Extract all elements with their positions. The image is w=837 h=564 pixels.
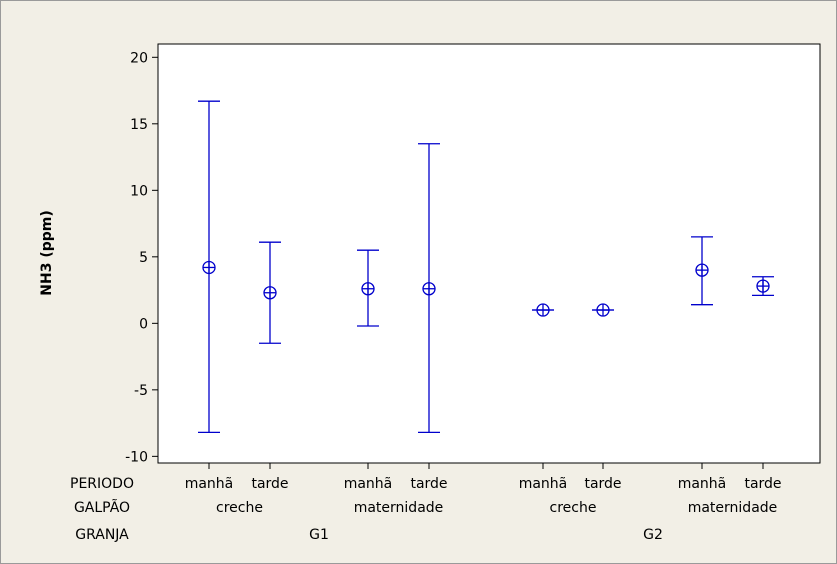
x-axis-labels: manhã tarde manhã tarde manhã tarde manhã tarde…	[185, 463, 782, 543]
interval-1	[198, 100, 220, 434]
row-label-granja: GRANJA	[75, 527, 129, 543]
y-tick-label: 5	[139, 250, 148, 266]
granja-label: G2	[643, 527, 663, 543]
periodo-label: tarde	[251, 476, 288, 492]
interval-4	[418, 143, 440, 434]
granja-label: G1	[309, 527, 329, 543]
interval-3	[357, 249, 379, 327]
periodo-label: manhã	[678, 476, 727, 492]
periodo-label: tarde	[744, 476, 781, 492]
periodo-label: manhã	[519, 476, 568, 492]
y-tick-label: 10	[130, 183, 148, 199]
periodo-label: tarde	[410, 476, 447, 492]
interval-7	[691, 236, 713, 306]
galpao-label: creche	[216, 500, 263, 516]
y-axis-label: NH3 (ppm)	[39, 210, 55, 295]
interval-6	[592, 303, 614, 317]
interval-marks	[198, 100, 774, 434]
interval-5	[532, 303, 554, 317]
y-axis: -10 -5 0 5 10 15 20	[125, 50, 158, 465]
periodo-label: manhã	[344, 476, 393, 492]
galpao-label: maternidade	[688, 500, 778, 516]
interval-2	[259, 241, 281, 344]
interval-8	[752, 276, 774, 297]
galpao-label: maternidade	[354, 500, 444, 516]
y-tick-label: 20	[130, 50, 148, 66]
galpao-label: creche	[550, 500, 597, 516]
y-tick-label: 15	[130, 117, 148, 133]
y-tick-label: -5	[134, 383, 148, 399]
plot-area	[157, 43, 821, 464]
y-tick-label: 0	[139, 316, 148, 332]
y-tick-label: -10	[125, 449, 148, 465]
periodo-label: tarde	[584, 476, 621, 492]
row-label-periodo: PERIODO	[70, 476, 134, 492]
periodo-label: manhã	[185, 476, 234, 492]
row-label-galpao: GALPÃO	[74, 499, 130, 516]
